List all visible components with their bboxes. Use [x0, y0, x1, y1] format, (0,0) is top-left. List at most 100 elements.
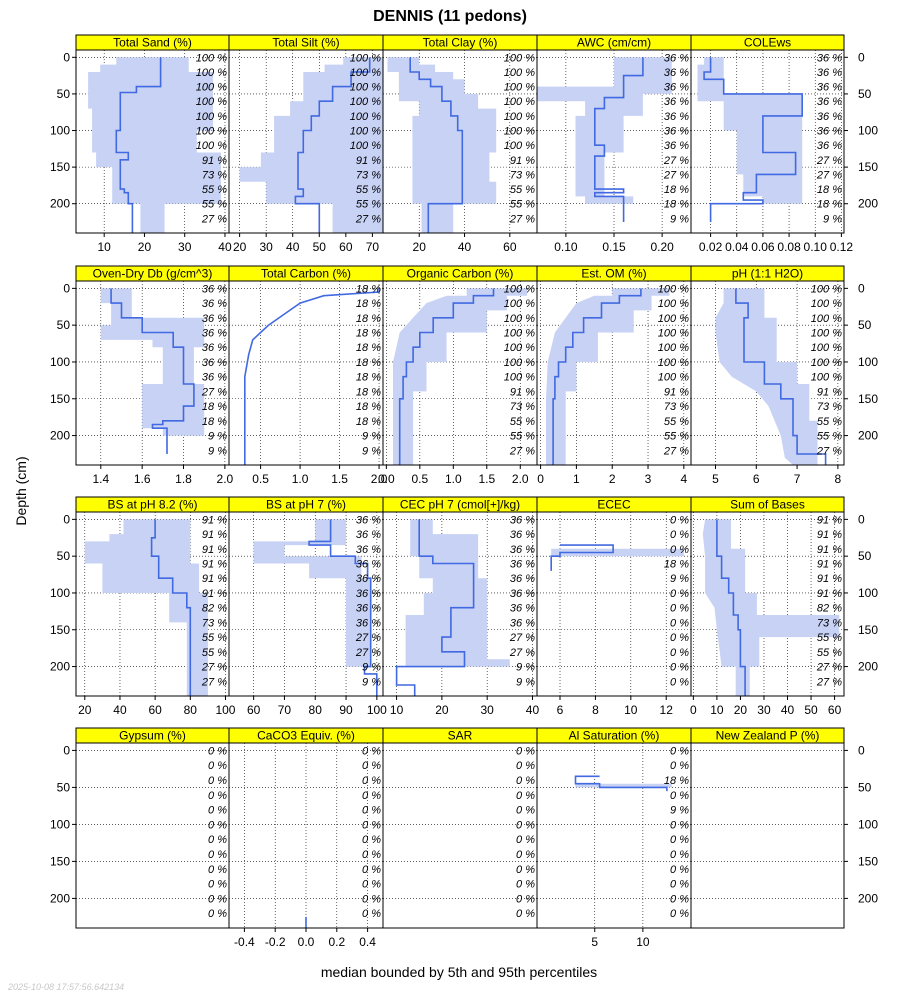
y-tick-label: 50 — [858, 318, 872, 332]
pct-label: 73 % — [817, 401, 842, 413]
panel-data: 0 % 0 % 0 % 0 % 0 % 0 % 0 % 0 % 0 % 0 % 0 % 0 % — [516, 745, 535, 920]
pct-label: 100 % — [504, 67, 535, 79]
pct-label: 100 % — [504, 283, 535, 295]
panel-9: pH (1:1 H2O)100 %100 %100 %100 %100 %100… — [690, 265, 878, 486]
pct-label: 55 % — [510, 416, 535, 428]
x-tick-label: 6 — [753, 472, 760, 486]
pct-label: 0 % — [516, 760, 535, 772]
pct-label: 0 % — [670, 603, 689, 615]
panel-5: Oven-Dry Db (g/cm^3)36 %36 %36 %36 %36 %… — [50, 265, 234, 486]
x-tick-label: 20 — [233, 240, 247, 254]
y-tick-label: 0 — [858, 281, 865, 295]
pct-label: 55 % — [202, 199, 227, 211]
pct-label: 36 % — [356, 559, 381, 571]
pct-label: 91 % — [817, 514, 842, 526]
pct-label: 55 % — [202, 184, 227, 196]
percentile-band — [84, 519, 208, 696]
pct-label: 0 % — [208, 760, 227, 772]
pct-label: 100 % — [196, 140, 227, 152]
pct-label: 36 % — [664, 52, 689, 64]
pct-label: 100 % — [504, 96, 535, 108]
panel-frame — [690, 742, 845, 929]
panel-4: COLEws 36 % 36 % 36 % 36 % 36 % 36 % 36 % 27 % 27… — [690, 34, 878, 254]
panel-grid — [76, 750, 229, 899]
panel-title: BS at pH 7 (%) — [266, 498, 346, 512]
pct-label: 0 % — [670, 819, 689, 831]
x-tick-label: 60 — [828, 703, 842, 717]
pct-label: 27 % — [355, 632, 381, 644]
y-tick-label: 50 — [57, 780, 71, 794]
pct-label: 0 % — [670, 544, 689, 556]
pct-label: 0 % — [670, 632, 689, 644]
pct-label: 91 % — [202, 544, 227, 556]
pct-label: 36 % — [356, 603, 381, 615]
panel-title: Organic Carbon (%) — [407, 267, 514, 281]
pct-label: 100 % — [658, 328, 689, 340]
pct-label: 0 % — [670, 864, 689, 876]
pct-label: 36 % — [356, 529, 381, 541]
pct-label: 91 % — [202, 529, 227, 541]
pct-label: 0 % — [670, 849, 689, 861]
pct-label: 0 % — [670, 745, 689, 757]
panel-title: COLEws — [744, 36, 791, 50]
pct-label: 0 % — [208, 849, 227, 861]
x-tick-label: 70 — [366, 240, 380, 254]
pct-label: 0 % — [362, 805, 381, 817]
x-tick-label: 20 — [413, 240, 427, 254]
pct-label: 100 % — [504, 372, 535, 384]
x-tick-label: 0.2 — [328, 935, 345, 949]
x-tick-label: 0.5 — [252, 472, 269, 486]
panel-grid — [691, 750, 844, 899]
pct-label: 100 % — [350, 82, 381, 94]
pct-label: 27 % — [509, 632, 535, 644]
pct-label: 100 % — [504, 111, 535, 123]
panel-title: Total Clay (%) — [423, 36, 498, 50]
pct-label: 100 % — [811, 313, 842, 325]
pct-label: 91 % — [202, 573, 227, 585]
x-tick-label: 40 — [458, 240, 472, 254]
pct-label: 100 % — [504, 357, 535, 369]
panel-14: Sum of Bases 91 % 91 % 91 % 91 % 91 % 91 % 82 %… — [690, 496, 878, 717]
pct-label: 18 % — [664, 559, 689, 571]
pct-label: 18 % — [356, 328, 381, 340]
median-line — [150, 519, 192, 696]
panel-title: Est. OM (%) — [581, 267, 646, 281]
x-tick-label: 5 — [712, 472, 719, 486]
pct-label: 18 % — [817, 199, 842, 211]
panel-data: 36 % 36 % 36 % 36 % 36 % 36 % 36 % 36 % 27 % 27 %… — [395, 514, 535, 696]
pct-label: 36 % — [356, 544, 381, 556]
pct-label: 55 % — [817, 632, 842, 644]
percentile-band — [100, 288, 205, 436]
panel-frame — [690, 49, 845, 234]
pct-label: 36 % — [202, 357, 227, 369]
pct-label: 100 % — [196, 126, 227, 138]
x-tick-label: 0 — [690, 703, 697, 717]
pct-label: 55 % — [510, 184, 535, 196]
y-axis-title: Depth (cm) — [13, 456, 29, 525]
x-tick-label: 10 — [390, 703, 404, 717]
panel-title: Sum of Bases — [730, 498, 805, 512]
y-tick-label: 0 — [63, 512, 70, 526]
x-tick-label: 60 — [148, 703, 162, 717]
panel-16: CaCO3 Equiv. (%)0 %0 %0 %0 %0 %0 %0 %0 %… — [228, 727, 384, 949]
pct-label: 0 % — [208, 908, 227, 920]
x-tick-label: 60 — [503, 240, 517, 254]
y-tick-label: 150 — [50, 392, 70, 406]
pct-label: 9 % — [670, 805, 689, 817]
panel-data: 36 % 36 % 36 % 36 % 36 % 36 % 36 % 27 % 27 % 18 %… — [697, 52, 842, 225]
pct-label: 36 % — [817, 52, 842, 64]
pct-label: 18 % — [664, 775, 689, 787]
pct-label: 36 % — [664, 126, 689, 138]
pct-label: 9 % — [516, 662, 535, 674]
timestamp: 2025-10-08 17:57:56.642134 — [7, 982, 124, 992]
pct-label: 100 % — [196, 82, 227, 94]
pct-label: 73 % — [817, 617, 842, 629]
pct-label: 36 % — [356, 588, 381, 600]
pct-label: 36 % — [664, 67, 689, 79]
pct-label: 100 % — [504, 52, 535, 64]
pct-label: 18 % — [356, 313, 381, 325]
median-line — [398, 288, 495, 465]
pct-label: 18 % — [356, 386, 381, 398]
median-line — [593, 57, 644, 222]
pct-label: 36 % — [664, 140, 689, 152]
